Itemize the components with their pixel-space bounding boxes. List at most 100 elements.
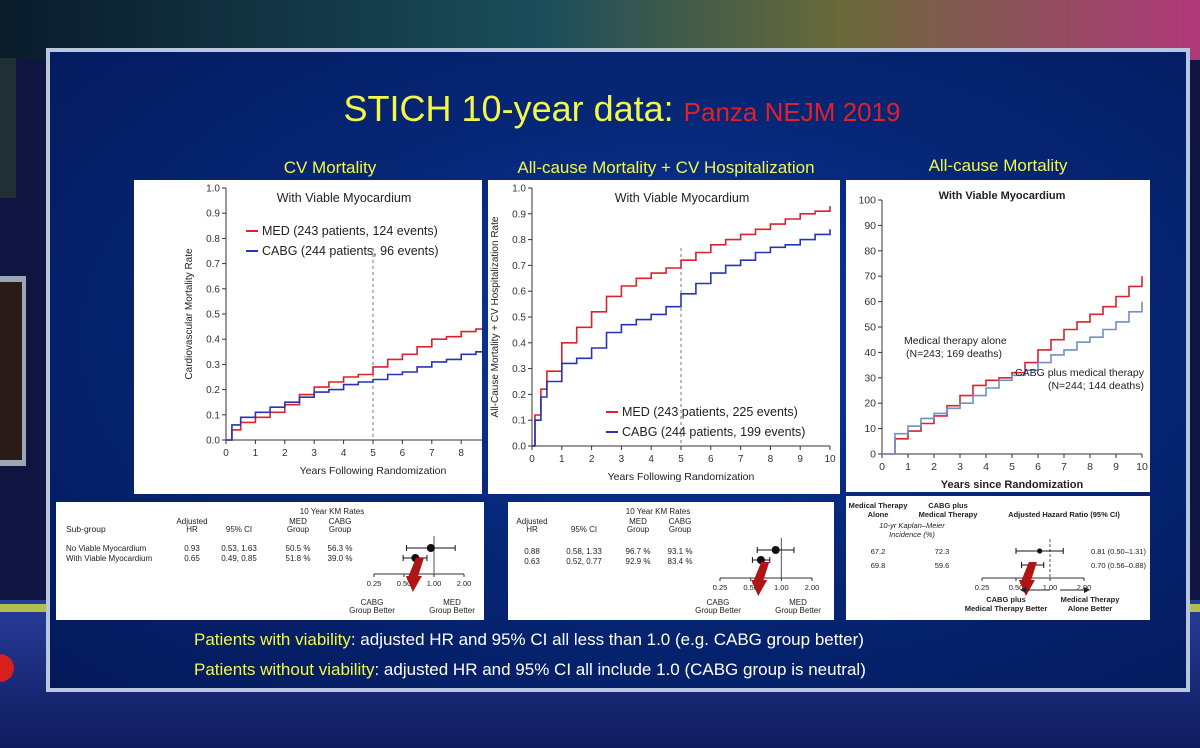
presentation-slide: STICH 10-year data: Panza NEJM 2019 CV Mo…: [46, 48, 1190, 692]
x-tick-label: 0: [879, 461, 885, 473]
x-tick-label: 0: [223, 448, 229, 459]
y-tick-label: 0.6: [512, 287, 526, 298]
forest-left-label: CABG plus: [986, 595, 1026, 604]
series-line-med: [226, 328, 482, 441]
highlight-arrow-head: [405, 576, 422, 592]
x-tick-label: 4: [341, 448, 347, 459]
x-tick-label: 4: [648, 454, 654, 465]
x-tick-label: 2: [282, 448, 288, 459]
forest-row-hr: 0.88: [524, 547, 540, 556]
chart-title: With Viable Myocardium: [615, 191, 750, 205]
y-tick-label: 0.9: [512, 209, 526, 220]
y-tick-label: 0: [870, 449, 876, 461]
forest-point-estimate: [426, 544, 435, 552]
series-annotation-detail: (N=243; 169 deaths): [906, 348, 1002, 360]
chart-title: With Viable Myocardium: [277, 191, 412, 205]
legend-entry: CABG (244 patients, 199 events): [622, 425, 805, 439]
forest-header: Adjusted: [176, 517, 207, 526]
forest-left-label: Group Better: [695, 606, 741, 615]
forest-tick-label: 0.25: [367, 579, 382, 588]
y-tick-label: 0.1: [512, 416, 526, 427]
series-line-cabg: [226, 351, 482, 441]
x-tick-label: 7: [429, 448, 435, 459]
forest-right-label: Group Better: [429, 606, 475, 615]
series-line-cabg: [882, 301, 1143, 455]
forest-row-hr: 0.65: [184, 554, 200, 563]
forest-row-ci: 0.53, 1.63: [221, 544, 257, 553]
highlight-arrow-head: [1018, 580, 1035, 596]
forest-row-med: 69.8: [871, 561, 886, 570]
y-tick-label: 1.0: [512, 184, 526, 195]
km-chart-all-cause-hosp: 0.0 0.1 0.2 0.3 0.4 0.5 0.6 0.7 0.8 0.9 1.0 0 1 2 3 4 5 6…: [490, 184, 836, 484]
x-tick-label: 3: [619, 454, 625, 465]
forest-header: 95% CI: [571, 525, 597, 534]
forest-tick-label: 1.00: [1043, 583, 1058, 592]
forest-header: Adjusted: [516, 517, 547, 526]
km-panel-all-cause-hosp: 0.0 0.1 0.2 0.3 0.4 0.5 0.6 0.7 0.8 0.9 1.0 0 1 2 3 4 5 6…: [488, 180, 840, 494]
forest-left-label: CABG: [361, 598, 384, 607]
forest-header: Sub-group: [66, 524, 106, 534]
km-chart-cv-mortality: 0.0 0.1 0.2 0.3 0.4 0.5 0.6 0.7 0.8 0.9 1.0 0 1 2 3 4 5 6…: [184, 184, 482, 477]
forest-tick-label: 2.00: [457, 579, 472, 588]
forest-header: CABG plus: [928, 501, 968, 510]
x-tick-label: 8: [1087, 461, 1093, 473]
y-tick-label: 1.0: [206, 184, 220, 195]
y-tick-label: 80: [864, 245, 876, 257]
forest-panel-all-cause-hosp: 10 Year KM Rates Adjusted HR 95% CI MED Group…: [508, 502, 834, 620]
x-tick-label: 1: [559, 454, 565, 465]
forest-tick-label: 0.25: [975, 583, 990, 592]
legend-entry: MED (243 patients, 124 events): [262, 224, 438, 238]
y-tick-label: 0.7: [206, 259, 220, 270]
x-tick-label: 1: [253, 448, 259, 459]
x-tick-label: 6: [400, 448, 406, 459]
y-tick-label: 0.9: [206, 209, 220, 220]
forest-right-label: Group Better: [775, 606, 821, 615]
slide-title-text: STICH 10-year data:: [343, 88, 674, 129]
forest-header-km: 10 Year KM Rates: [300, 507, 364, 516]
x-tick-label: 7: [738, 454, 744, 465]
forest-subheader: 10-yr Kaplan–Meier: [879, 521, 945, 530]
forest-row-med: 96.7 %: [626, 547, 651, 556]
x-tick-label: 5: [678, 454, 684, 465]
x-axis-label: Years Following Randomization: [608, 471, 755, 483]
forest-header: Group: [627, 525, 650, 534]
highlight-arrow-shaft: [752, 562, 770, 584]
x-tick-label: 0: [529, 454, 535, 465]
series-annotation-name: Medical therapy alone: [904, 335, 1007, 347]
x-tick-label: 1: [905, 461, 911, 473]
forest-header: Medical Therapy: [919, 510, 979, 519]
y-tick-label: 0.6: [206, 284, 220, 295]
forest-row-hr: 0.93: [184, 544, 200, 553]
x-tick-label: 4: [983, 461, 989, 473]
y-tick-label: 0.7: [512, 261, 526, 272]
y-tick-label: 10: [864, 423, 876, 435]
forest-row-hr: 0.63: [524, 557, 540, 566]
chart-heading-all-cause-plus-hosp: All-cause Mortality + CV Hospitalization: [517, 158, 815, 177]
forest-right-label: Alone Better: [1068, 604, 1113, 613]
forest-point-estimate: [1037, 548, 1043, 554]
forest-row-cabg: 93.1 %: [668, 547, 693, 556]
y-tick-label: 20: [864, 398, 876, 410]
forest-row-cabg: 56.3 %: [328, 544, 353, 553]
y-tick-label: 0.4: [206, 335, 220, 346]
highlight-arrow-head: [751, 580, 768, 596]
x-tick-label: 6: [1035, 461, 1041, 473]
viability-lead: Patients with viability: [194, 630, 351, 649]
forest-subheader: Incidence (%): [889, 530, 935, 539]
series-line-cabg: [532, 229, 831, 447]
km-panel-cv-mortality: 0.0 0.1 0.2 0.3 0.4 0.5 0.6 0.7 0.8 0.9 1.0 0 1 2 3 4 5 6…: [134, 180, 482, 494]
x-axis-label: Years Following Randomization: [300, 465, 447, 477]
forest-header: Group: [287, 525, 310, 534]
favors-left-arrowhead: [1020, 587, 1026, 593]
y-tick-label: 0.3: [206, 360, 220, 371]
x-tick-label: 5: [370, 448, 376, 459]
x-tick-label: 10: [824, 454, 836, 465]
forest-header: CABG: [329, 517, 352, 526]
y-tick-label: 0.4: [512, 338, 526, 349]
forest-header: Group: [669, 525, 692, 534]
forest-tick-label: 0.50: [1009, 583, 1024, 592]
x-tick-label: 8: [768, 454, 774, 465]
series-annotation-detail: (N=244; 144 deaths): [1048, 380, 1144, 392]
forest-row-hr: 0.70 (0.56–0.88): [1091, 561, 1147, 570]
